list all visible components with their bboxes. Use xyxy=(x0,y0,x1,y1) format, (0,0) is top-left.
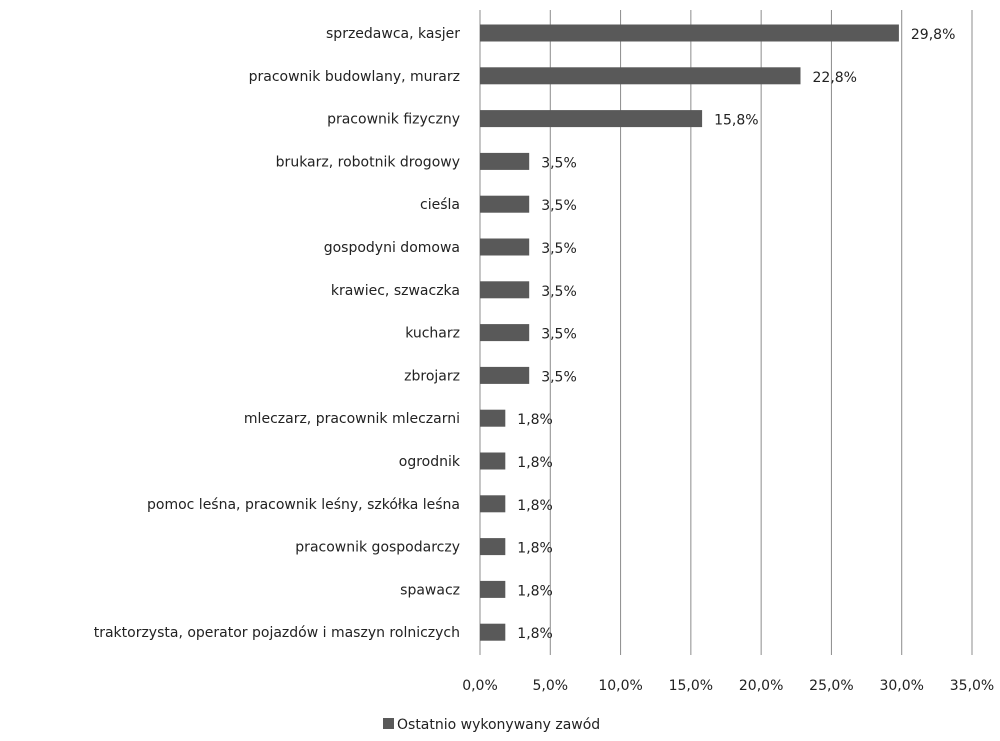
data-label: 1,8% xyxy=(517,583,553,599)
bar xyxy=(480,452,506,470)
bar xyxy=(480,538,506,556)
legend: Ostatnio wykonywany zawód xyxy=(383,717,600,733)
bar xyxy=(480,238,530,256)
x-tick-label: 0,0% xyxy=(462,678,498,694)
category-label: kucharz xyxy=(405,326,460,342)
data-label: 1,8% xyxy=(517,498,553,514)
bar xyxy=(480,495,506,513)
bar xyxy=(480,623,506,641)
x-tick-label: 5,0% xyxy=(532,678,568,694)
data-label: 3,5% xyxy=(541,155,577,171)
bar xyxy=(480,24,899,42)
data-label: 15,8% xyxy=(714,113,758,129)
x-tick-label: 20,0% xyxy=(739,678,783,694)
x-axis-ticks: 0,0% 5,0% 10,0% 15,0% 20,0% 25,0% 30,0% 35,0% xyxy=(462,678,994,694)
category-label: mleczarz, pracownik mleczarni xyxy=(244,411,460,427)
category-label: spawacz xyxy=(400,582,460,598)
legend-label: Ostatnio wykonywany zawód xyxy=(397,717,600,733)
category-label: krawiec, szwaczka xyxy=(331,283,460,299)
category-label: traktorzysta, operator pojazdów i maszyn… xyxy=(94,625,460,641)
data-label: 1,8% xyxy=(517,455,553,471)
category-label: cieśla xyxy=(420,197,460,213)
bar xyxy=(480,580,506,598)
category-label: sprzedawca, kasjer xyxy=(326,26,460,42)
bar xyxy=(480,152,530,170)
data-label: 1,8% xyxy=(517,412,553,428)
category-label: pracownik gospodarczy xyxy=(295,540,460,556)
bar xyxy=(480,281,530,299)
bar xyxy=(480,366,530,384)
data-label: 1,8% xyxy=(517,626,553,642)
x-tick-label: 10,0% xyxy=(598,678,642,694)
data-label: 3,5% xyxy=(541,241,577,257)
x-tick-label: 25,0% xyxy=(809,678,853,694)
category-label: ogrodnik xyxy=(399,454,461,470)
bar xyxy=(480,195,530,213)
x-tick-label: 30,0% xyxy=(879,678,923,694)
bar xyxy=(480,67,801,85)
x-tick-label: 35,0% xyxy=(950,678,994,694)
category-labels: sprzedawca, kasjer pracownik budowlany, m… xyxy=(94,26,461,641)
x-tick-label: 15,0% xyxy=(669,678,713,694)
bar xyxy=(480,110,703,128)
bars xyxy=(480,24,899,641)
data-labels: 29,8% 22,8% 15,8% 3,5% 3,5% 3,5% 3,5% 3,5% 3,5% 1… xyxy=(517,27,955,642)
category-label: brukarz, robotnik drogowy xyxy=(276,154,460,170)
category-label: gospodyni domowa xyxy=(324,240,460,256)
data-label: 3,5% xyxy=(541,327,577,343)
data-label: 3,5% xyxy=(541,284,577,300)
category-label: zbrojarz xyxy=(404,368,460,384)
bar xyxy=(480,324,530,342)
data-label: 22,8% xyxy=(813,70,857,86)
category-label: pracownik fizyczny xyxy=(327,112,460,128)
bar xyxy=(480,409,506,427)
legend-swatch xyxy=(383,718,394,729)
data-label: 3,5% xyxy=(541,369,577,385)
category-label: pracownik budowlany, murarz xyxy=(249,69,460,85)
category-label: pomoc leśna, pracownik leśny, szkółka le… xyxy=(147,497,460,513)
data-label: 29,8% xyxy=(911,27,955,43)
data-label: 1,8% xyxy=(517,541,553,557)
data-label: 3,5% xyxy=(541,198,577,214)
